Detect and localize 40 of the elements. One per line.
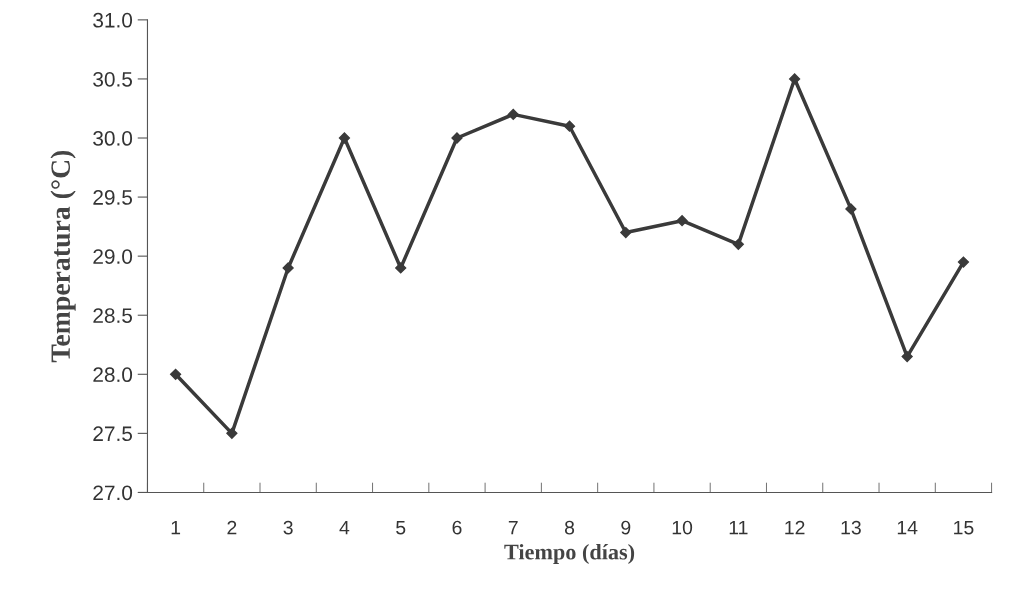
point xyxy=(338,132,351,144)
point xyxy=(901,350,913,363)
x-tick-label: 4 xyxy=(339,520,350,535)
x-tick-label: 12 xyxy=(785,520,805,535)
y-axis-title: Temperatura (°C) xyxy=(50,150,76,363)
point xyxy=(507,108,519,120)
y-tick-label: 31.0 xyxy=(93,12,133,28)
point xyxy=(563,120,576,132)
point xyxy=(226,427,238,439)
x-tick-label: 8 xyxy=(564,520,575,535)
x-tick-label: 6 xyxy=(452,520,462,535)
point xyxy=(845,203,857,215)
point xyxy=(789,73,801,85)
y-tick-label: 29.5 xyxy=(93,190,133,205)
x-tick-label: 11 xyxy=(729,520,748,535)
point xyxy=(395,262,407,274)
x-tick-label: 3 xyxy=(283,520,293,535)
y-tick-label: 28.0 xyxy=(93,367,133,383)
point xyxy=(169,368,182,380)
point xyxy=(957,256,970,268)
y-tick-label: 30.0 xyxy=(93,131,133,146)
point xyxy=(620,226,632,239)
x-tick-label: 1 xyxy=(171,520,181,535)
y-tick-label: 28.5 xyxy=(93,308,133,323)
x-tick-label: 10 xyxy=(672,520,693,535)
point xyxy=(732,238,744,250)
x-tick-label: 14 xyxy=(897,520,918,535)
x-tick-label: 13 xyxy=(841,520,861,535)
x-tick-label: 7 xyxy=(508,520,518,535)
x-tick-label: 2 xyxy=(227,520,237,535)
point xyxy=(282,262,294,274)
x-tick-label: 5 xyxy=(396,520,406,535)
x-axis-title: Tiempo (días) xyxy=(504,543,635,565)
y-tick-label: 29.0 xyxy=(93,249,133,264)
y-tick-label: 27.0 xyxy=(93,485,133,501)
x-tick-label: 9 xyxy=(621,520,631,535)
x-tick-label: 15 xyxy=(954,520,974,535)
point xyxy=(676,215,688,227)
y-tick-label: 30.5 xyxy=(93,71,133,87)
y-tick-label: 27.5 xyxy=(93,426,133,442)
